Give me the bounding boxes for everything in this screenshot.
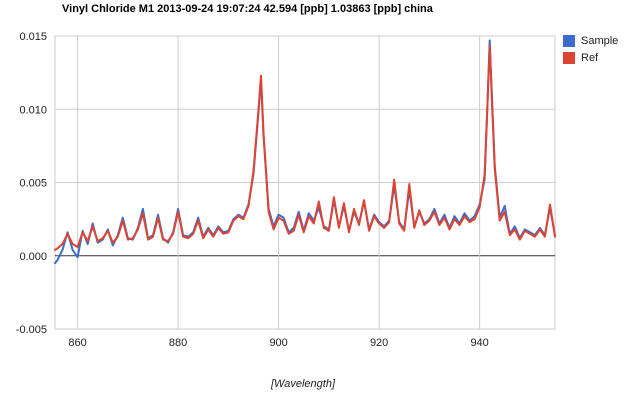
y-tick-label: 0.010 (19, 104, 47, 116)
y-tick-label: -0.005 (16, 324, 47, 336)
y-tick-label: 0.005 (19, 178, 47, 190)
legend-swatch-ref (563, 51, 575, 64)
x-axis-label: [Wavelength] (271, 378, 336, 390)
x-tick-label: 900 (269, 337, 287, 349)
x-tick-label: 940 (470, 337, 488, 349)
legend-item-ref[interactable]: Ref (563, 49, 618, 66)
legend-label-sample: Sample (581, 34, 619, 47)
legend: Sample Ref (563, 32, 618, 66)
series-line-ref (54, 45, 556, 251)
y-tick-label: 0.000 (19, 251, 47, 263)
legend-item-sample[interactable]: Sample (563, 32, 618, 49)
chart-title: Vinyl Chloride M1 2013-09-24 19:07:24 42… (62, 3, 433, 15)
legend-label-ref: Ref (581, 51, 599, 64)
y-tick-label: 0.015 (19, 31, 47, 43)
x-tick-label: 880 (169, 337, 187, 349)
x-tick-label: 860 (68, 337, 86, 349)
legend-swatch-sample (563, 34, 575, 47)
x-tick-label: 920 (370, 337, 388, 349)
